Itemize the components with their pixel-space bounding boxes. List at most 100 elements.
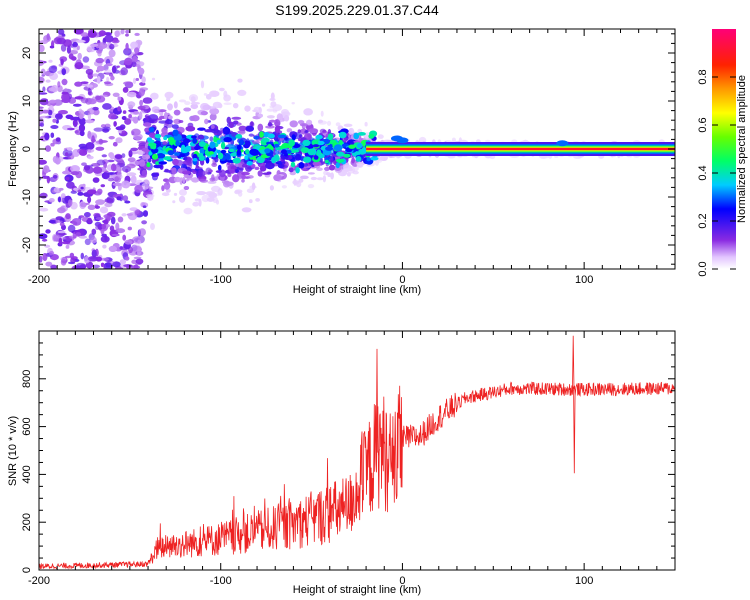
- spectrogram-blob: [168, 115, 173, 120]
- spectrogram-blob: [322, 149, 332, 156]
- spectrogram-blob: [102, 103, 112, 110]
- spectrogram-blob: [105, 63, 113, 67]
- spectrogram-blob: [124, 239, 133, 245]
- spectrogram-blob: [58, 232, 67, 236]
- spectrogram-blob: [124, 118, 132, 125]
- spectrogram-blob: [97, 223, 103, 230]
- spectrogram-blob: [92, 73, 99, 77]
- spectrogram-blob: [269, 185, 274, 191]
- spectrogram-blob: [103, 262, 113, 269]
- spectrogram-blob: [315, 134, 323, 140]
- spectrogram-blob: [186, 173, 193, 181]
- spectrogram-blob: [254, 166, 260, 170]
- spectrogram-blob: [62, 170, 71, 175]
- spectrogram-blob: [52, 118, 57, 123]
- spectrogram-blob: [95, 57, 105, 64]
- spectrogram-blob: [277, 163, 285, 169]
- spectrogram-blob: [43, 165, 50, 174]
- spectrogram-blob: [127, 157, 136, 163]
- spectrogram-blob: [192, 158, 198, 162]
- spectrogram-blob: [234, 169, 239, 173]
- spectrogram-blob: [108, 136, 115, 140]
- spectrogram-blob: [97, 188, 103, 195]
- spectrogram-blob: [83, 165, 90, 171]
- spectrogram-blob: [191, 135, 197, 139]
- spectrogram-blob: [120, 67, 128, 76]
- spectrogram-blob: [298, 162, 305, 169]
- spectrogram-blob: [244, 155, 249, 161]
- spectrogram-blob: [111, 233, 120, 237]
- spectrogram-blob: [204, 129, 214, 133]
- spectrogram-blob: [84, 119, 95, 124]
- spectrogram-blob: [114, 30, 120, 38]
- spectrogram-blob: [61, 193, 66, 199]
- snr-y-tick-label: 200: [21, 513, 33, 531]
- spectrogram-blob: [122, 87, 129, 93]
- spectrogram-blob: [65, 114, 74, 120]
- spectrogram-blob: [304, 129, 309, 133]
- spectrogram-blob: [111, 39, 120, 44]
- spectrogram-blob: [75, 232, 82, 237]
- spectrogram-blob: [57, 29, 65, 35]
- spectrogram-blob: [383, 139, 393, 143]
- spectrogram-blob: [281, 158, 286, 165]
- spectrogram-blob: [143, 122, 152, 127]
- colorbar-tick-label: 0.6: [697, 117, 709, 132]
- spectrogram-blob: [134, 47, 140, 54]
- spectrogram-blob: [164, 120, 170, 124]
- spectrogram-blob: [274, 125, 280, 134]
- spectrogram-blob: [266, 108, 274, 112]
- spectrogram-blob: [197, 127, 206, 131]
- spectrogram-blob: [41, 238, 48, 242]
- spectrogram-blob: [356, 163, 364, 168]
- spectrogram-blob: [142, 97, 153, 104]
- spectrogram-blob: [258, 107, 262, 114]
- spectrogram-blob: [324, 159, 329, 164]
- spectrogram-blob: [351, 157, 355, 164]
- spectrogram-blob: [201, 171, 209, 175]
- spectrogram-blob: [78, 143, 87, 149]
- spectrogram-blob: [265, 125, 275, 129]
- spectrogram-blob: [108, 245, 117, 252]
- spectrogram-blob: [231, 116, 242, 120]
- spectrogram-blob: [396, 137, 409, 144]
- spectrogram-blob: [172, 200, 176, 204]
- spectrogram-blob: [116, 196, 122, 201]
- spectrogram-blob: [219, 87, 225, 92]
- spectrogram-blob: [103, 219, 109, 225]
- spectrogram-blob: [151, 77, 156, 81]
- snr-background: [39, 331, 675, 570]
- spectrogram-blob: [316, 149, 322, 157]
- spectrogram-blob: [133, 111, 140, 115]
- spectrogram-blob: [190, 103, 199, 110]
- spectrogram-blob: [268, 122, 272, 127]
- spectrogram-blob: [273, 143, 280, 148]
- spectrogram-blob: [41, 74, 45, 77]
- spectrogram-blob: [80, 186, 84, 190]
- spectrogram-signal-line: [366, 147, 675, 151]
- spectrogram-blob: [335, 158, 345, 163]
- spectrogram-blob: [223, 102, 232, 105]
- spectrogram-blob: [55, 220, 63, 223]
- spectrogram-blob: [110, 163, 117, 172]
- spectrogram-blob: [222, 126, 231, 135]
- spectrogram-blob: [110, 75, 115, 81]
- spectrogram-blob: [166, 179, 170, 185]
- colorbar-label: Normalized spectral amplitude: [736, 75, 748, 223]
- spectrogram-blob: [266, 115, 275, 119]
- spectrogram-blob: [237, 89, 247, 96]
- spectrogram-blob: [277, 134, 287, 139]
- spectrogram-blob: [239, 167, 244, 171]
- spectrogram-blob: [61, 241, 71, 245]
- spectrogram-x-axis-label: Height of straight line (km): [293, 284, 421, 296]
- spectrogram-blob: [281, 142, 290, 149]
- spectrogram-blob: [84, 212, 91, 218]
- spectrogram-blob: [289, 171, 296, 176]
- spectrogram-blob: [163, 136, 168, 141]
- spectrogram-blob: [108, 49, 116, 58]
- spectrogram-blob: [134, 184, 143, 193]
- spectrogram-blob: [132, 77, 137, 84]
- spectrogram-blob: [366, 157, 371, 162]
- spectrogram-blob: [127, 101, 136, 108]
